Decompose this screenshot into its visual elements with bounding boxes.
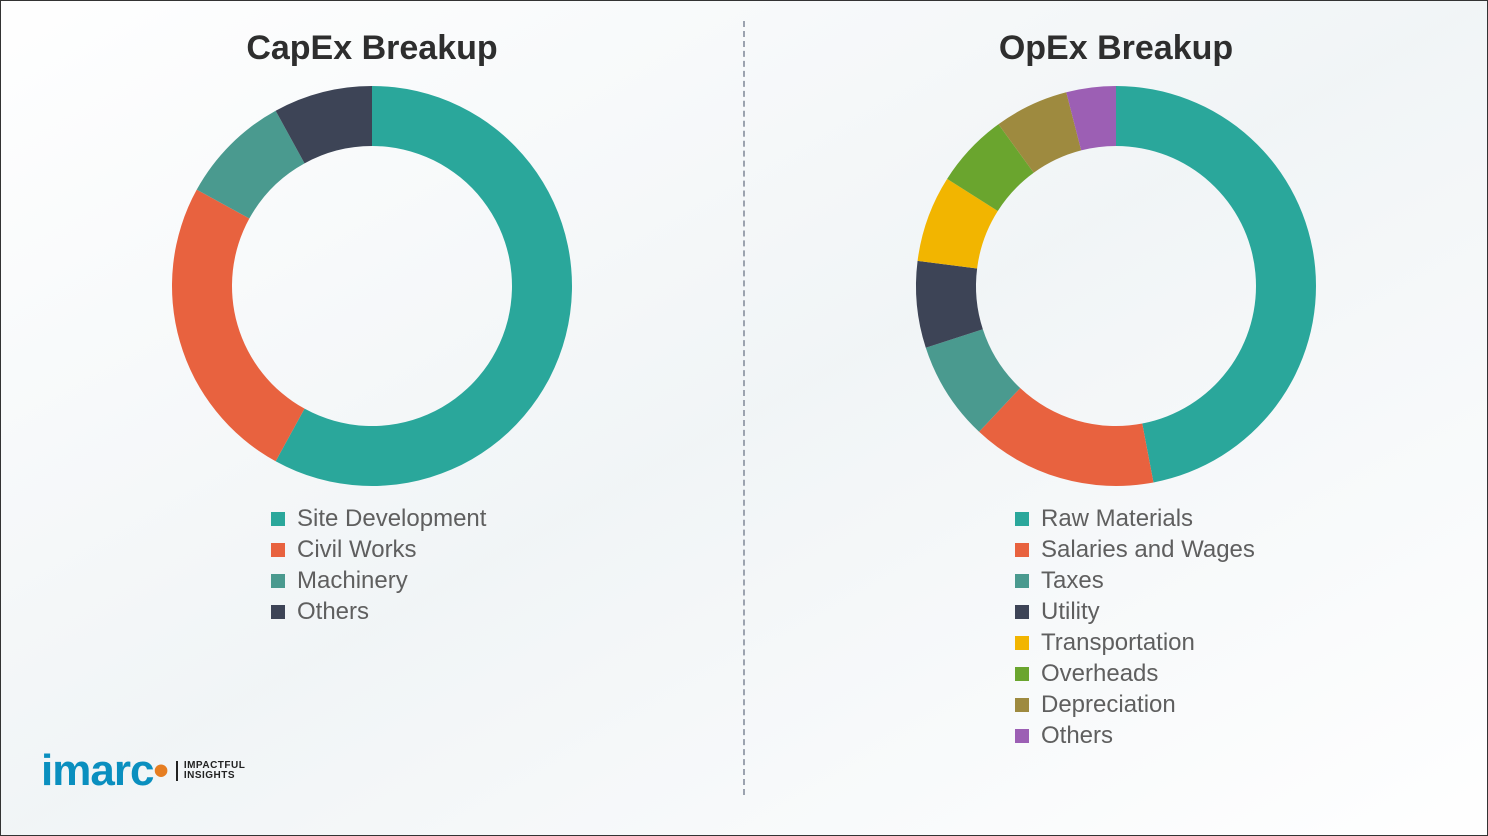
legend-swatch-icon (1015, 574, 1029, 588)
opex-donut (906, 76, 1326, 496)
legend-label: Civil Works (297, 536, 417, 564)
legend-swatch-icon (1015, 729, 1029, 743)
opex-legend: Raw Materials Salaries and Wages Taxes Util… (1015, 502, 1255, 753)
legend-item: Raw Materials (1015, 505, 1255, 533)
legend-swatch-icon (1015, 636, 1029, 650)
donut-slice (172, 190, 305, 462)
opex-title: OpEx Breakup (999, 29, 1233, 68)
legend-item: Utility (1015, 598, 1255, 626)
chart-frame: CapEx Breakup Site Development Civil Work… (0, 0, 1488, 836)
brand-logo: imarc• IMPACTFUL INSIGHTS (41, 749, 245, 793)
legend-label: Taxes (1041, 567, 1104, 595)
legend-label: Machinery (297, 567, 408, 595)
brand-logo-word: imarc• (41, 749, 168, 793)
legend-swatch-icon (1015, 667, 1029, 681)
capex-panel: CapEx Breakup Site Development Civil Work… (1, 1, 743, 835)
panels-row: CapEx Breakup Site Development Civil Work… (1, 1, 1487, 835)
legend-item: Overheads (1015, 660, 1255, 688)
legend-item: Others (271, 598, 486, 626)
legend-item: Civil Works (271, 536, 486, 564)
legend-item: Site Development (271, 505, 486, 533)
legend-item: Depreciation (1015, 691, 1255, 719)
legend-swatch-icon (271, 543, 285, 557)
legend-label: Salaries and Wages (1041, 536, 1255, 564)
legend-label: Overheads (1041, 660, 1158, 688)
opex-panel: OpEx Breakup Raw Materials Salaries and W… (745, 1, 1487, 835)
legend-label: Site Development (297, 505, 486, 533)
legend-label: Others (297, 598, 369, 626)
legend-item: Transportation (1015, 629, 1255, 657)
legend-label: Raw Materials (1041, 505, 1193, 533)
legend-swatch-icon (1015, 605, 1029, 619)
legend-swatch-icon (271, 512, 285, 526)
capex-legend: Site Development Civil Works Machinery Othe… (271, 502, 486, 629)
legend-swatch-icon (271, 574, 285, 588)
legend-label: Transportation (1041, 629, 1195, 657)
legend-label: Depreciation (1041, 691, 1176, 719)
legend-item: Others (1015, 722, 1255, 750)
legend-swatch-icon (1015, 698, 1029, 712)
capex-title: CapEx Breakup (246, 29, 497, 68)
brand-logo-tagline: IMPACTFUL INSIGHTS (176, 761, 246, 781)
legend-label: Utility (1041, 598, 1100, 626)
capex-donut (162, 76, 582, 496)
brand-logo-dot-icon: • (153, 746, 167, 795)
brand-tagline-line2: INSIGHTS (184, 771, 246, 781)
legend-swatch-icon (1015, 512, 1029, 526)
legend-label: Others (1041, 722, 1113, 750)
legend-swatch-icon (271, 605, 285, 619)
legend-item: Machinery (271, 567, 486, 595)
legend-swatch-icon (1015, 543, 1029, 557)
legend-item: Salaries and Wages (1015, 536, 1255, 564)
legend-item: Taxes (1015, 567, 1255, 595)
donut-slice (1116, 86, 1316, 482)
